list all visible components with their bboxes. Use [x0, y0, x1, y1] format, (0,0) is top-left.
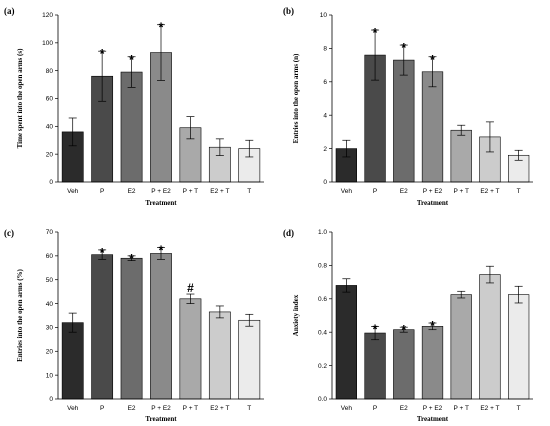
chart-4-panel-label: (d) — [283, 228, 294, 238]
chart-4-xtick-label-7: T — [517, 405, 521, 412]
chart-2-xtick-label-4: P + E2 — [423, 188, 443, 195]
chart-3-ytick-label: 0 — [49, 396, 53, 403]
chart-4-ytick-label: 0.8 — [318, 263, 327, 270]
chart-1-marker-2: * — [100, 46, 106, 61]
chart-4-y-axis-title: Anxiety index — [292, 294, 300, 336]
chart-4-ytick-label: 1.0 — [318, 229, 327, 236]
chart-1-bar-3 — [120, 71, 143, 183]
chart-3-x-axis-title: Treatment — [145, 415, 177, 423]
chart-2-ytick-label: 10 — [320, 12, 328, 19]
chart-3-ytick-label: 30 — [46, 325, 54, 332]
chart-4-xtick-label-2: P — [373, 405, 377, 412]
chart-1-ytick-label: 20 — [46, 151, 54, 158]
chart-2-ytick-label: 0 — [323, 179, 327, 186]
chart-1-xtick-label-3: E2 — [128, 188, 136, 195]
chart-2-panel-label: (b) — [283, 6, 294, 16]
chart-1-xtick-label-4: P + E2 — [151, 188, 171, 195]
chart-3-xtick-label-1: Veh — [67, 405, 79, 412]
chart-3-ytick-label: 20 — [46, 348, 54, 355]
chart-3-marker-3: * — [129, 251, 135, 266]
chart-1-y-axis-title: Time spent into the open arms (s) — [16, 48, 24, 148]
chart-3-marker-4: * — [158, 243, 164, 258]
chart-4-bar-3 — [393, 329, 415, 400]
chart-1-xtick-label-2: P — [100, 188, 104, 195]
chart-4-xtick-label-4: P + E2 — [423, 405, 443, 412]
chart-3-xtick-label-5: P + T — [183, 405, 199, 412]
chart-3-xtick-label-7: T — [247, 405, 251, 412]
chart-2-xtick-label-5: P + T — [453, 188, 469, 195]
chart-3-bar-1 — [61, 322, 84, 400]
chart-2-marker-3: * — [401, 40, 407, 55]
chart-4-marker-4: * — [430, 318, 436, 333]
chart-3-bar-5 — [179, 298, 202, 400]
chart-3-y-axis-title: Entries into the open arms (%) — [16, 268, 24, 361]
chart-3-ytick-label: 70 — [46, 229, 54, 236]
chart-2-xtick-label-3: E2 — [400, 188, 408, 195]
chart-3-panel-label: (c) — [4, 228, 14, 238]
chart-2-bar-5 — [450, 129, 472, 183]
chart-4-bar-2 — [364, 332, 386, 400]
chart-2-ytick-label: 4 — [323, 112, 327, 119]
chart-4-xtick-label-6: E2 + T — [480, 405, 499, 412]
chart-3-xtick-label-4: P + E2 — [151, 405, 171, 412]
chart-2-marker-2: * — [373, 25, 379, 40]
chart-4-bar-4 — [421, 326, 444, 400]
chart-2-ytick-label: 6 — [323, 79, 327, 86]
chart-4-x-axis-title: Treatment — [417, 415, 449, 423]
chart-2-bar-3 — [393, 59, 415, 183]
chart-3-xtick-label-3: E2 — [128, 405, 136, 412]
chart-3-bar-2 — [91, 254, 114, 400]
chart-2-xtick-label-1: Veh — [341, 188, 353, 195]
chart-3-ytick-label: 50 — [46, 277, 54, 284]
chart-3-xtick-label-6: E2 + T — [210, 405, 229, 412]
chart-3-marker-2: * — [100, 245, 106, 260]
chart-1-marker-3: * — [129, 52, 135, 67]
chart-1-panel-label: (a) — [4, 6, 15, 16]
chart-1-xtick-label-7: T — [247, 188, 251, 195]
chart-1-ytick-label: 60 — [46, 96, 54, 103]
chart-4-xtick-label-5: P + T — [453, 405, 469, 412]
chart-3-ytick-label: 60 — [46, 253, 54, 260]
chart-4-ytick-label: 0.6 — [318, 296, 327, 303]
chart-1-xtick-label-1: Veh — [67, 188, 79, 195]
chart-2-bar-4 — [421, 71, 444, 183]
chart-3-bar-4 — [150, 253, 172, 400]
chart-1-ytick-label: 100 — [42, 40, 53, 47]
chart-3-ytick-label: 40 — [46, 301, 54, 308]
chart-4-marker-2: * — [373, 321, 379, 336]
chart-1-ytick-label: 120 — [42, 12, 53, 19]
chart-3-xtick-label-2: P — [100, 405, 104, 412]
chart-4-bar-1 — [335, 285, 357, 400]
chart-2-y-axis-title: Entries into the open arms (n) — [292, 53, 300, 143]
chart-2-ytick-label: 8 — [323, 46, 327, 53]
chart-1-ytick-label: 0 — [49, 179, 53, 186]
chart-4-ytick-label: 0.4 — [318, 329, 327, 336]
chart-3-bar-3 — [120, 257, 143, 400]
chart-1-x-axis-title: Treatment — [145, 199, 177, 207]
chart-1-xtick-label-6: E2 + T — [210, 188, 229, 195]
chart-3-ytick-label: 10 — [46, 372, 54, 379]
chart-1-marker-4: * — [158, 20, 164, 35]
chart-3-marker-5: # — [187, 281, 194, 295]
chart-2-xtick-label-7: T — [517, 188, 521, 195]
chart-4-bar-6 — [479, 274, 501, 400]
chart-4-xtick-label-1: Veh — [341, 405, 353, 412]
chart-4-marker-3: * — [401, 322, 407, 337]
chart-3-bar-7 — [238, 319, 261, 400]
chart-2-xtick-label-2: P — [373, 188, 377, 195]
chart-4-ytick-label: 0.0 — [318, 396, 327, 403]
chart-2-ytick-label: 2 — [323, 146, 327, 153]
chart-2-xtick-label-6: E2 + T — [480, 188, 499, 195]
chart-4-bar-7 — [508, 294, 530, 400]
chart-4-ytick-label: 0.2 — [318, 363, 327, 370]
chart-4-xtick-label-3: E2 — [400, 405, 408, 412]
chart-4-bar-5 — [450, 294, 472, 400]
chart-1-ytick-label: 40 — [46, 124, 54, 131]
chart-1-ytick-label: 80 — [46, 68, 54, 75]
chart-3-bar-6 — [208, 311, 231, 400]
chart-2-x-axis-title: Treatment — [417, 199, 449, 207]
chart-2-marker-4: * — [430, 52, 436, 67]
chart-1-xtick-label-5: P + T — [183, 188, 199, 195]
